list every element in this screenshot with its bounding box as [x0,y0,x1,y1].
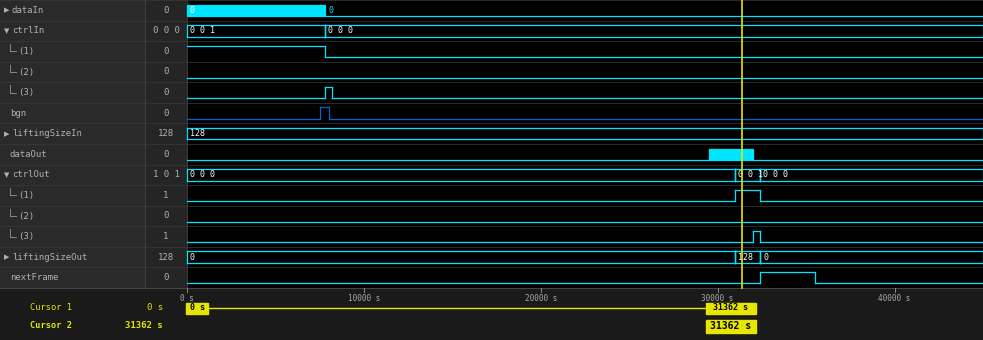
Text: 0 0 0: 0 0 0 [763,170,788,180]
Text: 0 0 0: 0 0 0 [328,27,353,35]
Text: 128: 128 [158,253,174,262]
Bar [187,4,325,16]
Text: (3): (3) [18,88,34,97]
Text: 1 0 1: 1 0 1 [152,170,180,180]
Text: 0 0 1: 0 0 1 [190,27,215,35]
Text: 31362 s: 31362 s [126,322,163,330]
Bar [706,320,756,333]
Text: 128: 128 [158,129,174,138]
Text: dataOut: dataOut [10,150,47,159]
Text: ctrlIn: ctrlIn [12,27,44,35]
Text: ▼: ▼ [4,172,10,178]
Text: 0: 0 [190,6,195,15]
Text: nextFrame: nextFrame [10,273,58,282]
Text: (2): (2) [18,211,34,221]
Text: ▶: ▶ [4,131,10,137]
Text: 31362 s: 31362 s [714,304,748,312]
Bar [187,0,983,288]
Text: 128: 128 [738,253,753,262]
Text: ▼: ▼ [4,28,10,34]
Text: 0: 0 [163,273,169,282]
Text: bgn: bgn [10,109,27,118]
Text: liftingSizeOut: liftingSizeOut [12,253,87,262]
Text: 1: 1 [163,191,169,200]
Text: ▶: ▶ [4,254,10,260]
Text: 31362 s: 31362 s [710,321,751,331]
Text: 40000 s: 40000 s [879,294,910,303]
Text: 0: 0 [763,253,768,262]
Text: ▶: ▶ [4,7,10,13]
Text: ctrlOut: ctrlOut [12,170,49,180]
Text: Cursor 2: Cursor 2 [30,322,72,330]
Text: 0 s: 0 s [190,304,204,312]
Text: 0 0 0: 0 0 0 [190,170,215,180]
Bar [709,149,753,160]
Text: 0 0 1: 0 0 1 [738,170,764,180]
Text: 30000 s: 30000 s [702,294,734,303]
Text: 0: 0 [163,47,169,56]
Bar [145,0,187,288]
Text: liftingSizeIn: liftingSizeIn [12,129,82,138]
Text: 20000 s: 20000 s [525,294,557,303]
Text: (2): (2) [18,68,34,76]
Text: (1): (1) [18,191,34,200]
Text: 0: 0 [163,88,169,97]
Text: (3): (3) [18,232,34,241]
Bar [186,303,208,313]
Text: 0: 0 [163,109,169,118]
Text: Cursor 1: Cursor 1 [30,304,72,312]
Text: (1): (1) [18,47,34,56]
Text: 0: 0 [163,211,169,221]
Bar [0,288,983,340]
Text: 0: 0 [329,6,334,15]
Bar [0,0,145,288]
Text: 0: 0 [163,6,169,15]
Bar [706,303,756,313]
Text: 0: 0 [163,150,169,159]
Text: 0 s: 0 s [146,304,163,312]
Text: 128: 128 [190,129,205,138]
Text: 0: 0 [163,68,169,76]
Text: 10000 s: 10000 s [348,294,380,303]
Text: dataIn: dataIn [12,6,44,15]
Text: 1: 1 [163,232,169,241]
Text: 0 0 0: 0 0 0 [152,27,180,35]
Text: 0: 0 [190,253,195,262]
Text: 0 s: 0 s [180,294,194,303]
